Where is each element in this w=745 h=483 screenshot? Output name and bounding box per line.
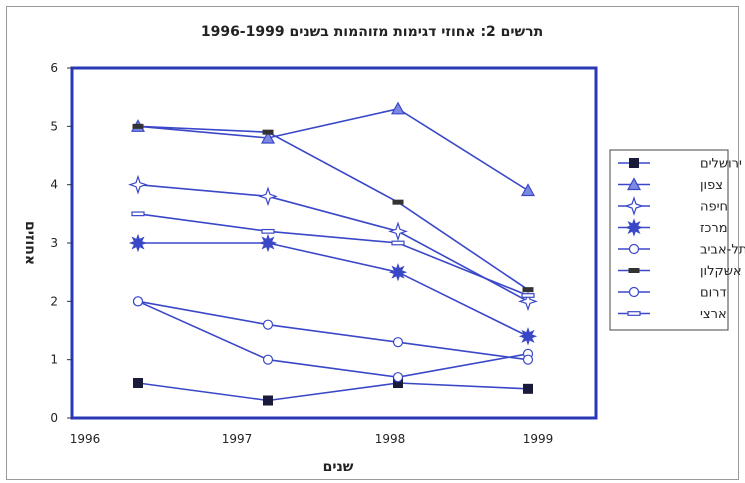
data-point xyxy=(392,199,404,205)
y-axis-label: אחוזים xyxy=(22,221,38,265)
data-point xyxy=(518,291,538,312)
x-tick-label: 1999 xyxy=(523,432,554,446)
data-point xyxy=(628,286,640,298)
legend-box xyxy=(609,149,729,331)
y-tick-label: 6 xyxy=(50,61,58,75)
x-tick-label: 1996 xyxy=(70,432,101,446)
series xyxy=(132,123,534,293)
legend-label: חיפה xyxy=(700,200,728,215)
legend-label: תל-אביב xyxy=(700,243,745,258)
legend-label: ירושלים xyxy=(700,157,742,172)
series xyxy=(133,378,533,406)
data-point xyxy=(522,354,534,365)
data-point xyxy=(128,174,148,195)
series xyxy=(131,211,535,298)
data-point xyxy=(392,372,404,383)
y-tick-label: 1 xyxy=(50,353,58,367)
series-line xyxy=(137,300,529,379)
legend-entry: תל-אביב xyxy=(618,243,745,258)
data-point xyxy=(624,196,644,216)
data-point xyxy=(133,378,143,388)
legend-label: ארצי xyxy=(700,307,727,322)
series-line xyxy=(137,183,529,303)
data-point xyxy=(522,287,534,293)
y-tick-label: 0 xyxy=(50,411,58,425)
legend-entry: ארצי xyxy=(618,307,727,322)
legend-entry: מרכז xyxy=(618,218,728,237)
data-point xyxy=(262,319,274,330)
data-point xyxy=(132,296,144,307)
y-tick-label: 5 xyxy=(50,119,58,133)
legend-entry: חיפה xyxy=(618,196,728,216)
data-point xyxy=(258,186,278,207)
series-line xyxy=(137,125,529,291)
legend-entry: צפון xyxy=(618,177,723,193)
data-point xyxy=(260,130,276,144)
data-point xyxy=(262,354,274,365)
data-point xyxy=(258,233,278,253)
data-point xyxy=(131,211,145,217)
legend: ירושלים צפון חיפה מרכז תל-אביב אשקלון דרום ארצי xyxy=(609,149,745,331)
series-layer xyxy=(128,101,538,406)
data-point xyxy=(523,383,533,394)
data-point xyxy=(629,158,639,168)
data-point xyxy=(132,123,144,129)
chart-title: תרשים 2: אחוזי דגימות מזוהמות בשנים 1996… xyxy=(201,24,543,40)
data-point xyxy=(627,311,641,316)
x-axis-label: שנים xyxy=(323,459,354,475)
series-line xyxy=(138,242,529,338)
series-line xyxy=(137,382,529,402)
series xyxy=(128,233,538,346)
data-point xyxy=(628,268,640,273)
data-point xyxy=(391,240,405,246)
series-line xyxy=(137,107,529,192)
data-point xyxy=(520,183,536,197)
data-point xyxy=(390,101,406,115)
data-point xyxy=(388,221,408,242)
legend-label: אשקלון xyxy=(700,264,742,279)
series xyxy=(132,296,534,365)
y-tick-label: 4 xyxy=(50,178,58,192)
x-tick-label: 1998 xyxy=(375,432,406,446)
series xyxy=(128,174,538,312)
series-line xyxy=(137,213,529,297)
data-point xyxy=(628,243,640,255)
legend-label: צפון xyxy=(700,178,723,193)
data-point xyxy=(388,262,408,282)
legend-entry: ירושלים xyxy=(618,157,742,172)
legend-entry: אשקלון xyxy=(618,264,742,279)
data-point xyxy=(392,337,404,348)
data-point xyxy=(262,129,274,135)
y-tick-label: 2 xyxy=(50,294,58,308)
legend-label: מרכז xyxy=(700,221,728,236)
y-tick-label: 3 xyxy=(50,236,58,250)
data-point xyxy=(521,293,535,298)
x-tick-label: 1997 xyxy=(222,432,253,446)
series-line xyxy=(137,300,529,361)
data-point xyxy=(626,177,642,191)
data-point xyxy=(128,233,148,253)
legend-label: דרום xyxy=(700,286,727,301)
data-point xyxy=(263,395,273,406)
legend-entry: דרום xyxy=(618,286,727,301)
y-axis-ticks: 0 1 2 3 4 5 6 xyxy=(50,61,72,425)
data-point xyxy=(518,327,538,346)
data-point xyxy=(624,218,644,237)
x-axis-ticks: 1996 1997 1998 1999 xyxy=(70,432,554,446)
data-point xyxy=(261,228,275,234)
